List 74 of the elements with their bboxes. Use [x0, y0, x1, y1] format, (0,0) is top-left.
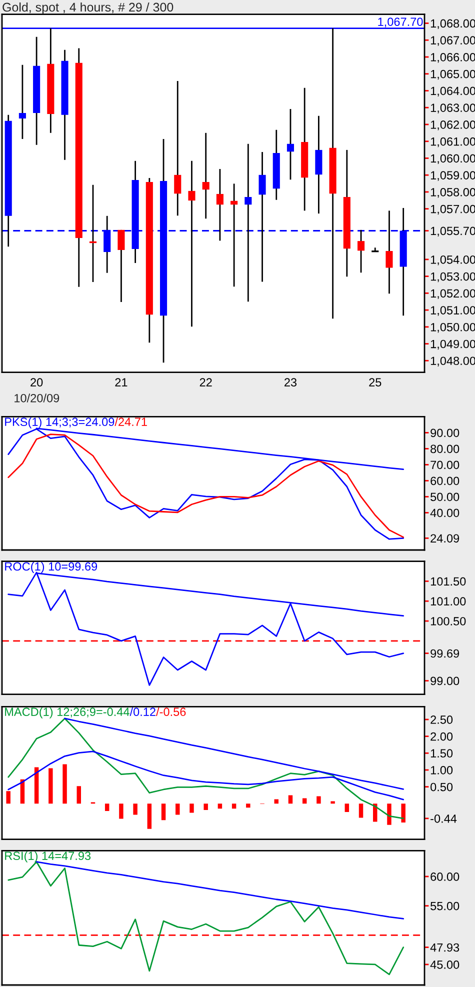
x-tick-label: 25: [369, 378, 382, 387]
candlestick: [18, 64, 26, 140]
x-tick-label: 23: [284, 378, 297, 387]
bar: [288, 795, 293, 804]
text: /-0.56: [156, 707, 186, 716]
bar: [62, 764, 67, 804]
bar: [119, 804, 124, 819]
bar: [104, 804, 110, 812]
bar: [147, 804, 152, 829]
bar: [204, 804, 208, 810]
line-series: [8, 718, 404, 820]
candlestick: [230, 182, 238, 288]
candlestick: [216, 168, 224, 242]
chart-title: Gold, spot , 4 hours, # 29 / 300: [2, 2, 174, 14]
y-tick-label: 40.00: [430, 508, 460, 518]
y-tick-label: 101.50: [430, 577, 466, 586]
y-tick-label: 55.00: [430, 902, 460, 910]
bar: [330, 801, 335, 804]
text: /0.12: [130, 707, 156, 716]
bar: [401, 804, 406, 822]
bar: [133, 804, 138, 815]
y-tick-label: 90.00: [430, 428, 460, 438]
bar: [232, 804, 236, 809]
candlestick: [188, 160, 196, 328]
y-tick-label: 45.00: [430, 960, 460, 969]
bar: [176, 804, 180, 815]
line-series: [8, 861, 404, 976]
y-tick-label: 2.50: [430, 716, 453, 724]
series-label: PKS(1) 14;3;3=24.09: [5, 417, 114, 428]
series-label: ROC(1) 10=99.69: [5, 562, 98, 573]
candlestick: [174, 80, 182, 216]
y-tick-label: 80.00: [430, 444, 460, 454]
ref-line-label: 1,067.70: [378, 18, 423, 28]
y-tick-label: 1.50: [430, 749, 453, 758]
y-tick-label: 60.00: [430, 872, 460, 881]
y-tick-label: 99.69: [430, 649, 460, 658]
series-label: MACD(1) 12;26;9=-0.44: [5, 707, 130, 718]
candlestick: [202, 132, 210, 220]
bar: [316, 796, 321, 804]
bar: [246, 804, 250, 808]
text: /24.71: [114, 417, 147, 426]
line-series: [8, 572, 404, 686]
y-tick-label: 50.00: [430, 492, 460, 502]
bar: [76, 786, 81, 804]
candlestick: [118, 229, 125, 303]
bar: [190, 804, 194, 813]
y-tick-label: 101.00: [430, 597, 466, 606]
bar: [358, 804, 364, 818]
x-tick-label: 22: [200, 378, 212, 386]
y-tick-label: 0.50: [430, 782, 453, 792]
candlestick: [357, 229, 365, 274]
y-tick-label: 47.93: [430, 943, 460, 952]
y-tick-label: 1.00: [430, 766, 453, 774]
x-tick-label: 20: [30, 378, 43, 387]
bar: [48, 768, 53, 804]
y-tick-label: 24.09: [430, 534, 460, 543]
series-label: RSI(1) 14=47.93: [5, 851, 91, 862]
line-series: [36, 861, 404, 920]
y-tick-label: 60.00: [430, 476, 460, 486]
candlestick: [386, 210, 393, 294]
y-tick-label: 99.00: [430, 676, 460, 686]
y-tick-label: -0.44: [430, 814, 457, 823]
bar: [344, 804, 350, 812]
bar: [6, 791, 10, 804]
candlestick: [286, 108, 294, 180]
y-tick-label: 100.50: [430, 617, 466, 626]
y-tick-label: 70.00: [430, 460, 460, 470]
y-tick-label: 2.00: [430, 732, 453, 741]
bar: [302, 798, 307, 804]
text: 10/20/09: [14, 394, 60, 402]
bar: [387, 804, 392, 825]
bar: [161, 804, 166, 820]
x-tick-label: 21: [115, 378, 128, 386]
bar: [218, 804, 222, 809]
